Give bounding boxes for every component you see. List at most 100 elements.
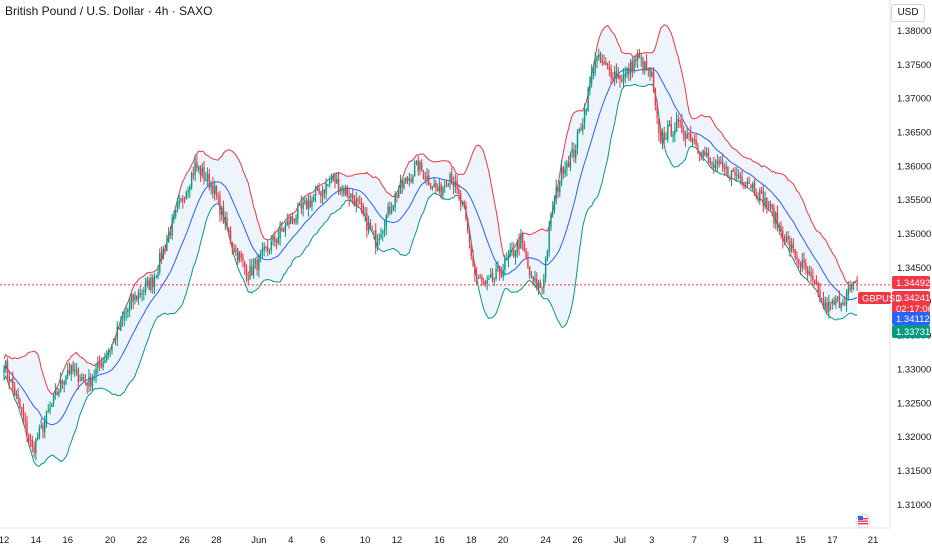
candle (713, 156, 715, 174)
candle (413, 160, 416, 177)
candle-body (530, 275, 533, 277)
upper-band-tag: 1.34492 (892, 276, 930, 289)
candle (752, 181, 754, 191)
candle (261, 242, 264, 258)
candle (212, 176, 214, 199)
candle-body (194, 162, 196, 175)
candle-body (649, 67, 651, 77)
candle-body (274, 236, 276, 242)
time-tick-label: Jul (614, 535, 626, 546)
candle-body (739, 176, 742, 178)
candle (134, 291, 136, 305)
candle (343, 185, 345, 197)
candle-body (305, 200, 308, 210)
candle-body (849, 287, 851, 290)
candle (644, 60, 646, 75)
candle-body (546, 251, 549, 260)
candle (84, 374, 87, 386)
candle (111, 343, 113, 355)
candle-body (769, 203, 772, 207)
candle (504, 254, 506, 276)
candle (502, 263, 504, 281)
candle-body (668, 123, 671, 127)
economic-event-marker[interactable] (855, 513, 871, 529)
candle (406, 175, 409, 185)
candle (176, 197, 179, 213)
candle-body (424, 178, 426, 180)
candle (82, 373, 85, 382)
candle (128, 298, 131, 317)
candle (389, 201, 391, 216)
candle-body (677, 119, 680, 122)
candle-body (454, 181, 457, 187)
candle (252, 258, 255, 279)
candle-body (601, 60, 603, 63)
candle (332, 172, 334, 182)
candle (550, 211, 552, 232)
candle-body (610, 68, 612, 78)
candle (764, 191, 766, 210)
candle-body (17, 393, 19, 399)
candle (114, 338, 117, 346)
candle (456, 174, 458, 195)
candle (256, 255, 258, 276)
candle (472, 249, 474, 268)
candle (350, 193, 352, 203)
candle (403, 177, 405, 190)
candle-body (819, 290, 821, 302)
candle-body (444, 185, 446, 187)
candle (362, 202, 365, 217)
price-tick-label: 1.32000 (897, 432, 931, 443)
candle-body (599, 54, 602, 62)
price-axis[interactable]: 1.310001.315001.320001.325001.330001.335… (897, 26, 931, 511)
candle-body (279, 227, 281, 239)
candle-body (468, 230, 471, 243)
candle (636, 49, 639, 69)
candle (346, 185, 349, 199)
candle-body (741, 176, 743, 183)
candle-body (192, 173, 195, 175)
time-tick-label: 22 (137, 535, 148, 546)
candles-layer (3, 48, 858, 461)
candle-body (100, 364, 103, 368)
candle (22, 403, 25, 424)
candle-body (491, 273, 494, 281)
candle-body (645, 60, 648, 71)
candle (244, 260, 246, 275)
candle-body (22, 411, 25, 419)
candle (461, 201, 464, 207)
candle (74, 362, 76, 377)
candle-body (750, 185, 752, 189)
candle-body (376, 241, 379, 249)
candle (236, 248, 239, 266)
candle (67, 363, 69, 380)
candle-body (166, 240, 168, 251)
candle-body (137, 293, 140, 300)
candle-body (621, 80, 623, 82)
candle (398, 185, 400, 199)
candle (661, 128, 664, 150)
candle (297, 202, 299, 225)
candle-body (636, 53, 639, 61)
currency-button[interactable]: USD (891, 4, 925, 22)
candle-body (203, 167, 205, 180)
candle (88, 369, 90, 393)
candle-body (810, 272, 812, 277)
candle-body (123, 315, 126, 318)
candle (36, 432, 39, 441)
candle (205, 171, 207, 182)
candle (711, 161, 713, 169)
candle (366, 207, 368, 238)
candle-body (794, 249, 796, 258)
candle (709, 157, 711, 166)
candle-body (321, 190, 324, 197)
candle (598, 48, 600, 61)
candle (251, 258, 253, 276)
candle (302, 196, 304, 217)
candle-body (575, 149, 577, 159)
candle-body (29, 440, 32, 442)
time-axis[interactable]: 12 14 16 20 22 26 28 Jun 4 6 10 12 16 18 20 24 26 Jul 3 7 9 1… (0, 535, 878, 546)
candle (852, 281, 855, 291)
